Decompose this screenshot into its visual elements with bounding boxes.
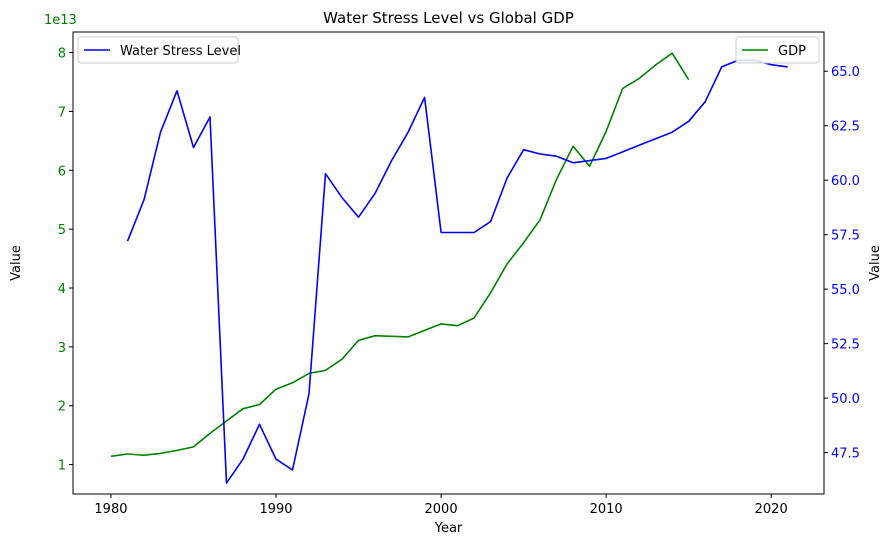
left-y-axis: 1 2 3 4 5 6 7 8 bbox=[58, 47, 73, 474]
legend-gdp: GDP bbox=[735, 36, 820, 64]
right-y-tick-label: 57.5 bbox=[831, 229, 860, 244]
legend-label: GDP bbox=[778, 44, 806, 59]
x-tick-label: 1980 bbox=[94, 502, 127, 517]
x-axis-label: Year bbox=[434, 521, 463, 536]
right-y-tick-label: 50.0 bbox=[831, 392, 860, 407]
water-stress-series-line bbox=[126, 59, 788, 484]
x-tick-label: 2010 bbox=[590, 502, 623, 517]
gdp-series-line bbox=[110, 52, 690, 458]
left-y-axis-label: Value bbox=[9, 245, 24, 281]
plot-frame bbox=[72, 31, 825, 495]
left-y-tick-label: 6 bbox=[58, 164, 66, 179]
right-y-axis-label: Value bbox=[868, 245, 883, 281]
right-y-tick-label: 62.5 bbox=[831, 120, 860, 135]
left-y-tick-label: 7 bbox=[58, 105, 66, 120]
x-tick-label: 1990 bbox=[259, 502, 292, 517]
left-y-tick-label: 8 bbox=[58, 47, 66, 62]
right-y-axis: 47.5 50.0 52.5 55.0 57.5 60.0 62.5 65.0 bbox=[824, 65, 860, 462]
left-y-tick-label: 3 bbox=[58, 341, 66, 356]
left-y-tick-label: 1 bbox=[58, 459, 66, 474]
left-y-tick-label: 2 bbox=[58, 400, 66, 415]
legend-label: Water Stress Level bbox=[120, 44, 241, 59]
legend-box bbox=[735, 36, 820, 64]
left-y-tick-label: 4 bbox=[58, 282, 66, 297]
x-tick-label: 2000 bbox=[425, 502, 458, 517]
legend-water-stress: Water Stress Level bbox=[77, 36, 241, 64]
chart-title: Water Stress Level vs Global GDP bbox=[323, 9, 574, 27]
left-y-tick-label: 5 bbox=[58, 223, 66, 238]
right-y-tick-label: 55.0 bbox=[831, 283, 860, 298]
x-axis: 1980 1990 2000 2010 2020 bbox=[94, 494, 788, 517]
right-y-tick-label: 60.0 bbox=[831, 174, 860, 189]
legend-box bbox=[77, 36, 239, 64]
right-y-tick-label: 65.0 bbox=[831, 65, 860, 80]
right-y-tick-label: 47.5 bbox=[831, 447, 860, 462]
x-tick-label: 2020 bbox=[755, 502, 788, 517]
right-y-tick-label: 52.5 bbox=[831, 338, 860, 353]
left-axis-exponent: 1e13 bbox=[44, 13, 77, 28]
